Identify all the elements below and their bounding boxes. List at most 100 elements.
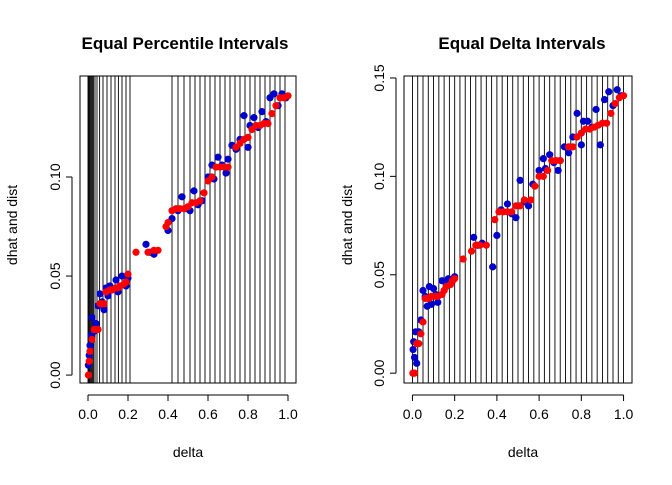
dist-point xyxy=(124,270,132,278)
dist-point xyxy=(264,119,272,128)
y-axis: 0.00 0.05 0.10 xyxy=(47,163,73,389)
dhat-point xyxy=(554,166,562,175)
dist-point xyxy=(417,330,425,338)
dist-point xyxy=(100,300,108,308)
dhat-point xyxy=(470,233,478,241)
dhat-point xyxy=(565,149,573,157)
interval-lines xyxy=(411,76,625,383)
plot-frame xyxy=(79,75,297,384)
dhat-point xyxy=(413,359,421,367)
dist-point xyxy=(451,275,459,283)
dhat-point xyxy=(190,187,198,195)
data-points xyxy=(409,86,628,377)
y-tick-label: 0.15 xyxy=(371,64,387,91)
dist-point xyxy=(556,157,564,165)
dhat-point xyxy=(516,176,524,184)
dhat-point xyxy=(244,143,252,151)
dhat-point xyxy=(92,319,100,328)
dhat-point xyxy=(88,314,96,322)
chart-title: Equal Delta Intervals xyxy=(438,34,605,53)
dist-point xyxy=(208,173,216,181)
dist-point xyxy=(272,102,280,110)
panel-equal-percentile: Equal Percentile Intervals delta dhat an… xyxy=(4,34,298,460)
dist-point xyxy=(539,172,547,180)
dist-point xyxy=(527,196,535,204)
dist-point xyxy=(415,340,423,348)
y-axis-label: dhat and dist xyxy=(4,185,20,265)
dist-point xyxy=(85,357,93,365)
dhat-point xyxy=(222,169,230,177)
y-tick-label: 0.05 xyxy=(47,262,63,289)
dist-point xyxy=(122,278,130,286)
x-tick-label: 0.6 xyxy=(529,406,549,422)
dhat-point xyxy=(503,200,512,208)
y-tick-label: 0.05 xyxy=(371,261,387,288)
x-tick-label: 0.8 xyxy=(238,406,258,422)
y-tick-label: 0.00 xyxy=(371,359,387,386)
dist-point xyxy=(619,92,628,100)
dist-point xyxy=(224,163,232,171)
dhat-point xyxy=(112,276,120,284)
dhat-point xyxy=(178,193,186,201)
y-axis: 0.00 0.05 0.10 0.15 xyxy=(371,64,397,387)
y-tick-label: 0.10 xyxy=(371,163,387,190)
dhat-point xyxy=(613,86,621,94)
dhat-point xyxy=(100,306,108,314)
dhat-point xyxy=(240,112,248,120)
dhat-point xyxy=(250,113,258,122)
x-axis-label: delta xyxy=(173,444,204,460)
dist-point xyxy=(459,255,467,263)
x-tick-label: 0.0 xyxy=(78,406,98,422)
dist-point xyxy=(244,133,252,141)
dist-point xyxy=(611,99,619,108)
dhat-point xyxy=(493,231,501,240)
x-axis-label: delta xyxy=(508,444,539,460)
dhat-point xyxy=(605,88,613,96)
dhat-point xyxy=(270,90,278,98)
x-tick-label: 0.2 xyxy=(445,406,465,422)
dist-point xyxy=(419,318,427,326)
dhat-point xyxy=(86,341,94,349)
dist-point xyxy=(520,196,528,204)
x-axis: 0.0 0.2 0.4 0.6 0.8 1.0 xyxy=(403,394,633,422)
dhat-point xyxy=(419,286,427,295)
dhat-point xyxy=(584,117,592,125)
dist-point xyxy=(164,218,172,227)
plot-frame xyxy=(403,75,633,384)
dist-point xyxy=(94,325,102,334)
dhat-point xyxy=(535,166,543,175)
dhat-point xyxy=(427,300,436,308)
x-tick-label: 0.2 xyxy=(118,406,138,422)
dist-point xyxy=(603,119,611,127)
dist-point xyxy=(84,371,92,379)
panel-equal-delta: Equal Delta Intervals delta dhat and dis… xyxy=(339,34,633,460)
x-axis: 0.0 0.2 0.4 0.6 0.8 1.0 xyxy=(78,394,298,422)
dhat-point xyxy=(592,105,600,114)
dist-point xyxy=(516,202,524,210)
dhat-point xyxy=(118,272,126,280)
x-tick-label: 1.0 xyxy=(278,406,298,422)
dhat-point xyxy=(142,240,150,248)
dist-point xyxy=(268,110,276,118)
dhat-point xyxy=(596,141,604,149)
dhat-point xyxy=(489,263,497,271)
dist-point xyxy=(482,241,490,249)
dhat-point xyxy=(429,284,438,293)
dist-point xyxy=(531,182,539,190)
dist-point xyxy=(508,208,516,216)
dist-point xyxy=(196,197,204,205)
dhat-point xyxy=(539,155,547,163)
dist-point xyxy=(144,248,152,256)
dist-point xyxy=(476,241,484,249)
dhat-point xyxy=(524,202,533,210)
dist-point xyxy=(284,92,292,100)
data-points xyxy=(84,90,292,379)
dist-point xyxy=(132,248,140,256)
x-tick-label: 0.4 xyxy=(158,406,178,422)
y-axis-label: dhat and dist xyxy=(339,185,355,265)
dhat-point xyxy=(214,153,222,161)
dist-point xyxy=(491,216,499,224)
dist-point xyxy=(410,369,419,377)
dhat-point xyxy=(224,155,232,163)
